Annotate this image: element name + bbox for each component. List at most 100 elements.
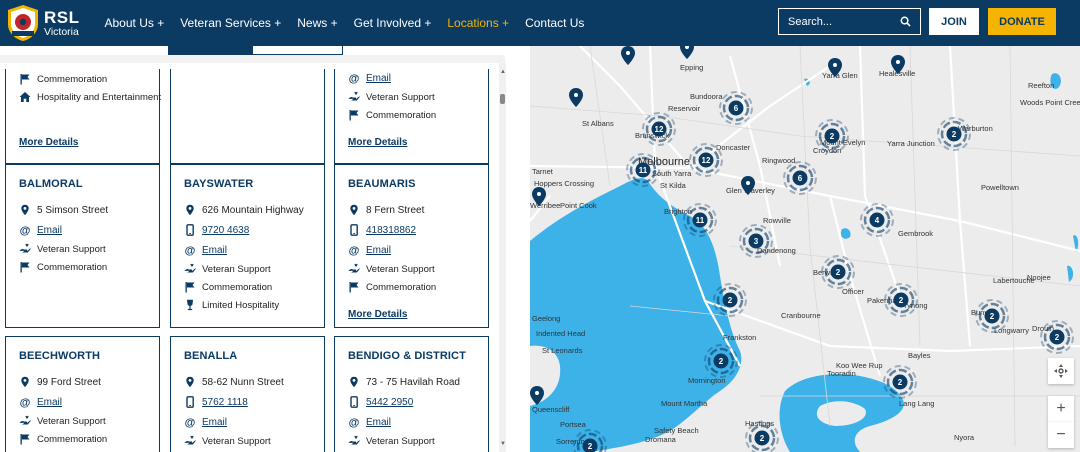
phone-link[interactable]: 418318862 — [366, 224, 417, 236]
place-label: Healesville — [879, 69, 915, 78]
place-label: Koo Wee Rup — [836, 361, 883, 370]
join-button[interactable]: JOIN — [929, 8, 979, 35]
map-cluster[interactable]: 2 — [1040, 320, 1074, 354]
location-name[interactable]: BAYSWATER — [184, 178, 254, 190]
map-cluster[interactable]: 2 — [975, 299, 1009, 333]
nav-veteran-services[interactable]: Veteran Services + — [180, 16, 282, 30]
more-details-link[interactable]: More Details — [19, 137, 79, 148]
place-label: Werribee — [530, 201, 560, 210]
list-scrollbar[interactable] — [499, 63, 506, 452]
nav-get-involved[interactable]: Get Involved + — [353, 16, 432, 30]
site-header: RSL Victoria About Us + Veteran Services… — [0, 0, 1080, 46]
place-label: Hastings — [745, 419, 774, 428]
cluster-count: 2 — [898, 378, 903, 387]
location-name[interactable]: BENALLA — [184, 350, 238, 362]
map-cluster[interactable]: 2 — [884, 283, 918, 317]
location-name[interactable]: BENDIGO & DISTRICT — [348, 350, 466, 362]
map-cluster[interactable]: 6 — [783, 161, 817, 195]
zoom-out-button[interactable]: − — [1048, 422, 1074, 448]
map-cluster[interactable]: 2 — [821, 255, 855, 289]
location-card: Commemoration Hospitality and Entertainm… — [5, 69, 162, 164]
place-label: Warburton — [958, 124, 993, 133]
map-cluster[interactable]: 6 — [719, 91, 753, 125]
place-label: Epping — [680, 63, 703, 72]
view-toggle-tabs[interactable] — [168, 46, 343, 55]
phone-link[interactable]: 5762 1118 — [202, 396, 248, 408]
donate-button[interactable]: DONATE — [988, 8, 1056, 35]
zoom-in-button[interactable]: + — [1048, 396, 1074, 422]
service-label: Veteran Support — [366, 435, 435, 447]
nav-locations[interactable]: Locations + — [447, 16, 510, 30]
phone-icon — [184, 224, 196, 236]
location-card-beechworth: BEECHWORTH 99 Ford Street Email Veteran … — [5, 336, 160, 452]
place-label: Gembrook — [898, 229, 933, 238]
search-input[interactable] — [788, 15, 896, 28]
phone-link[interactable]: 5442 2950 — [366, 396, 414, 408]
place-label: Reservoir — [668, 104, 701, 113]
email-link[interactable]: Email — [366, 244, 392, 256]
place-label: Portsea — [560, 420, 587, 429]
nav-about-us[interactable]: About Us + — [104, 16, 165, 30]
map-cluster[interactable]: 11 — [683, 203, 717, 237]
map-cluster[interactable]: 2 — [704, 344, 738, 378]
place-label: Geelong — [532, 314, 560, 323]
map-pins — [530, 46, 905, 405]
service-label: Hospitality and Entertainment — [37, 91, 162, 103]
email-link[interactable]: Email — [202, 244, 228, 256]
veteran-support-icon — [19, 243, 31, 255]
scroll-down-arrow-icon[interactable]: ▼ — [500, 441, 506, 447]
locations-map[interactable]: Epping Yarra Glen Healesville Bundoora R… — [530, 46, 1080, 452]
place-label: Tarnet — [532, 167, 554, 176]
map-cluster[interactable]: 2 — [815, 119, 849, 153]
place-label: Drouin — [1032, 324, 1054, 333]
fullscreen-icon[interactable] — [1048, 358, 1074, 384]
place-label: Croydon — [813, 146, 841, 155]
map-cluster[interactable]: 3 — [739, 224, 773, 258]
map-cluster[interactable]: 12 — [642, 112, 676, 146]
email-link[interactable]: Email — [37, 224, 63, 236]
place-label: Woods Point Creek — [1020, 98, 1080, 107]
scroll-up-arrow-icon[interactable]: ▲ — [500, 69, 506, 75]
email-link[interactable]: Email — [202, 416, 228, 428]
map-cluster[interactable]: 4 — [860, 203, 894, 237]
rsl-logo[interactable]: RSL Victoria — [6, 4, 80, 42]
map-cluster[interactable]: 12 — [689, 143, 723, 177]
more-details-link[interactable]: More Details — [348, 309, 408, 320]
service-label: Veteran Support — [37, 243, 106, 255]
email-icon — [348, 416, 360, 428]
email-link[interactable]: Email — [366, 72, 392, 84]
location-name[interactable]: BEECHWORTH — [19, 350, 101, 362]
email-icon — [184, 244, 196, 256]
place-label: Dromana — [645, 435, 677, 444]
map-cluster[interactable]: 11 — [626, 153, 660, 187]
search-icon[interactable] — [900, 16, 911, 27]
marker-clusters[interactable]: 6 12 12 2 2 11 6 11 4 3 2 2 2 2 2 2 2 2 2 — [573, 91, 1074, 452]
place-label: Hoppers Crossing — [534, 179, 594, 188]
service-label: Veteran Support — [202, 435, 271, 447]
nav-news[interactable]: News + — [297, 16, 338, 30]
map-cluster[interactable]: 2 — [937, 117, 971, 151]
place-label: Labertouche — [993, 276, 1035, 285]
map-cluster[interactable]: 2 — [883, 365, 917, 399]
map-cluster[interactable]: 2 — [713, 283, 747, 317]
phone-link[interactable]: 9720 4638 — [202, 224, 250, 236]
place-label: Mornington — [688, 376, 726, 385]
map-canvas[interactable]: Epping Yarra Glen Healesville Bundoora R… — [530, 46, 1080, 452]
map-cluster[interactable]: 2 — [573, 429, 607, 452]
location-card-benalla: BENALLA 58-62 Nunn Street 5762 1118 Emai… — [170, 336, 325, 452]
location-name[interactable]: BALMORAL — [19, 178, 83, 190]
nav-contact-us[interactable]: Contact Us — [525, 16, 585, 30]
flag-icon — [19, 73, 31, 85]
scroll-thumb[interactable] — [500, 94, 505, 104]
more-details-link[interactable]: More Details — [348, 137, 408, 148]
service-label: Commemoration — [37, 433, 108, 445]
cluster-count: 12 — [655, 125, 664, 134]
phone-icon — [348, 396, 360, 408]
map-marker-icon — [530, 386, 544, 405]
address: 73 - 75 Havilah Road — [366, 376, 460, 388]
location-name[interactable]: BEAUMARIS — [348, 178, 416, 190]
map-cluster[interactable]: 2 — [745, 421, 779, 452]
email-link[interactable]: Email — [366, 416, 392, 428]
service-label: Commemoration — [37, 261, 108, 273]
email-link[interactable]: Email — [37, 396, 63, 408]
